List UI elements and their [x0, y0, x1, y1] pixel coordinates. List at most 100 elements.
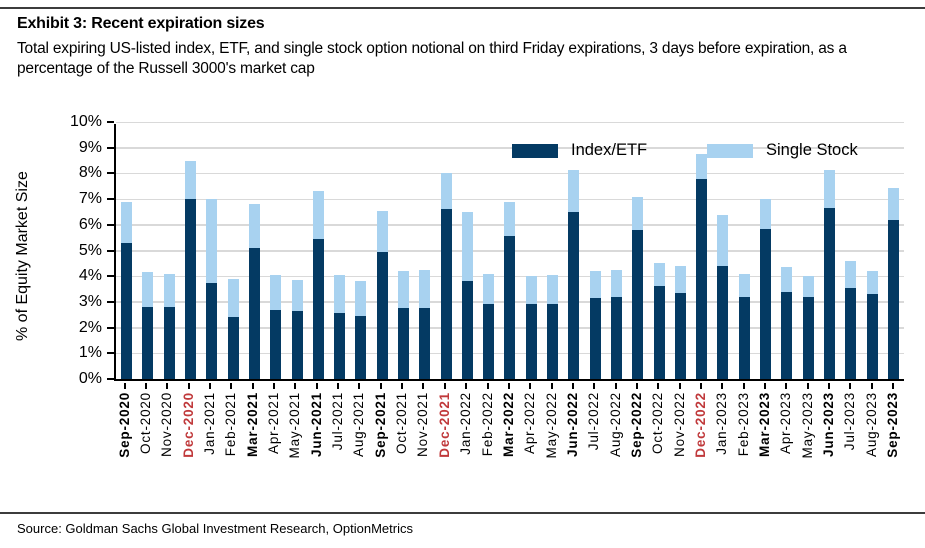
bar-segment-single-stock	[248, 204, 260, 248]
x-slot: Feb-2022	[477, 383, 498, 458]
x-tick-label: Oct-2022	[650, 392, 666, 454]
x-slot: Feb-2021	[221, 383, 242, 458]
bar-segment-index-etf	[248, 247, 260, 379]
x-slot: Nov-2021	[413, 383, 434, 458]
x-tick-label: Jun-2022	[564, 392, 580, 457]
x-slot: Jan-2021	[199, 383, 220, 458]
bar-Apr-2021	[270, 274, 282, 379]
x-tick-mark	[785, 383, 788, 389]
plot-area: 0% 1% 2% 3% 4% 5% 6% 7% 8% 9% 10% Index/ETF Single…	[70, 113, 904, 387]
bar-segment-index-etf	[781, 291, 793, 379]
bar-segment-index-etf	[142, 307, 154, 379]
y-axis-title: % of Equity Market Size	[14, 171, 31, 341]
x-tick-label: Aug-2022	[607, 392, 623, 457]
x-tick-mark	[657, 383, 660, 389]
bar-slot	[648, 124, 669, 379]
bar-segment-index-etf	[121, 242, 133, 379]
x-tick-label: Mar-2021	[244, 392, 260, 457]
bar-Mar-2023	[760, 199, 772, 379]
bar-segment-index-etf	[355, 316, 367, 379]
x-tick-label: May-2021	[287, 392, 303, 459]
x-slot: Dec-2020	[178, 383, 199, 458]
bar-segment-single-stock	[163, 273, 175, 308]
x-tick-label: Mar-2023	[756, 392, 772, 457]
x-tick-mark	[379, 383, 382, 389]
bar-May-2021	[291, 280, 303, 379]
y-tick-mark	[107, 300, 114, 303]
gridline	[116, 198, 904, 201]
bar-Sep-2020	[121, 201, 133, 379]
bar-slot	[393, 124, 414, 379]
bar-slot	[116, 124, 137, 379]
x-axis-labels: Sep-2020 Oct-2020 Nov-2020 Dec-2020 Jan-2021…	[114, 383, 904, 458]
bar-segment-single-stock	[674, 265, 686, 293]
x-slot: Oct-2021	[391, 383, 412, 458]
x-tick-label: Jul-2022	[586, 392, 602, 451]
bar-segment-single-stock	[653, 263, 665, 287]
legend-label-index-etf: Index/ETF	[571, 141, 648, 159]
gridline	[116, 172, 904, 175]
y-tick-label: 8%	[78, 164, 102, 182]
source-note: Source: Goldman Sachs Global Investment …	[17, 521, 413, 536]
bar-slot	[244, 124, 265, 379]
x-tick-mark	[273, 383, 276, 389]
bar-Jan-2023	[717, 214, 729, 379]
bar-segment-index-etf	[461, 281, 473, 379]
y-tick-mark	[107, 352, 114, 355]
bar-segment-single-stock	[589, 271, 601, 299]
bar-segment-index-etf	[632, 229, 644, 379]
x-tick-label: Dec-2022	[692, 392, 708, 458]
bar-slot	[159, 124, 180, 379]
bar-segment-index-etf	[398, 308, 409, 379]
x-slot: Mar-2021	[242, 383, 263, 458]
x-slot: Oct-2022	[648, 383, 669, 458]
bar-slot	[499, 124, 520, 379]
bar-slot	[798, 124, 819, 379]
bar-segment-single-stock	[547, 274, 559, 305]
bar-segment-index-etf	[504, 236, 516, 379]
bar-Jul-2023	[845, 260, 857, 379]
bar-segment-single-stock	[398, 271, 409, 309]
legend-item-index-etf: Index/ETF	[512, 141, 647, 160]
bar-segment-single-stock	[334, 274, 346, 314]
y-tick-label: 4%	[78, 267, 102, 285]
bar-slot	[563, 124, 584, 379]
bar-slot	[819, 124, 840, 379]
bar-segment-index-etf	[547, 304, 559, 379]
bar-May-2023	[802, 276, 814, 379]
bar-segment-single-stock	[781, 267, 793, 292]
y-tick-mark	[107, 146, 114, 149]
bar-Feb-2021	[227, 278, 239, 379]
bar-slot	[734, 124, 755, 379]
top-rule	[0, 7, 925, 9]
bar-Jul-2021	[334, 274, 346, 379]
x-slot: Aug-2023	[861, 383, 882, 458]
bar-Oct-2021	[398, 271, 409, 379]
bar-segment-single-stock	[142, 272, 154, 308]
bar-segment-single-stock	[312, 191, 324, 239]
bar-segment-single-stock	[270, 274, 282, 310]
x-slot: May-2022	[541, 383, 562, 458]
x-tick-label: Jan-2022	[458, 392, 474, 455]
bar-slot	[265, 124, 286, 379]
bar-slot	[521, 124, 542, 379]
bar-Sep-2021	[376, 210, 388, 379]
bar-segment-index-etf	[163, 307, 175, 379]
bar-slot	[180, 124, 201, 379]
legend-item-single-stock: Single Stock	[707, 141, 858, 160]
x-slot: Nov-2020	[157, 383, 178, 458]
bar-segment-single-stock	[696, 154, 708, 179]
bar-slot	[435, 124, 456, 379]
x-tick-mark	[337, 383, 340, 389]
bar-segment-single-stock	[866, 271, 878, 295]
x-tick-mark	[294, 383, 297, 389]
x-tick-label: Apr-2022	[522, 392, 538, 454]
bar-slot	[329, 124, 350, 379]
x-slot: Oct-2020	[135, 383, 156, 458]
bar-segment-index-etf	[802, 296, 814, 379]
bar-slot	[627, 124, 648, 379]
bar-slot	[478, 124, 499, 379]
x-tick-label: Oct-2021	[394, 392, 410, 454]
x-slot: Nov-2022	[669, 383, 690, 458]
bar-segment-single-stock	[440, 173, 452, 210]
